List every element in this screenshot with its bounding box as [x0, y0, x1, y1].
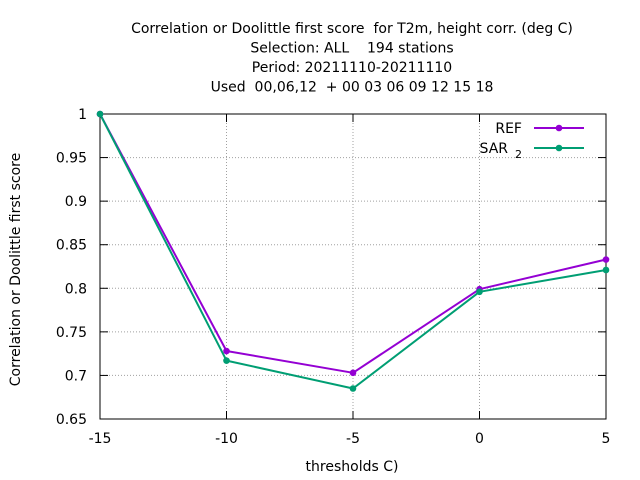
x-tick-label: -5	[346, 431, 360, 447]
x-tick-label: -15	[89, 431, 112, 447]
legend-label-subscript: 2	[515, 148, 522, 161]
x-axis-label: thresholds C)	[306, 459, 399, 475]
y-tick-label: 0.7	[65, 368, 87, 384]
data-point-sar	[96, 110, 104, 118]
data-point-sar	[223, 357, 230, 364]
y-tick-label: 0.9	[65, 194, 87, 210]
legend: REF SAR 2	[480, 121, 584, 161]
y-tick-label: 0.75	[56, 325, 87, 341]
series-line-sar	[99, 113, 607, 390]
legend-label: REF	[495, 121, 522, 137]
chart-title-line: Correlation or Doolittle first score for…	[131, 21, 573, 37]
x-tick-label: 5	[602, 431, 611, 447]
y-axis-label: Correlation or Doolittle first score	[8, 153, 24, 386]
chart-title-block: Correlation or Doolittle first score for…	[131, 21, 573, 96]
y-tick-label: 0.95	[56, 151, 87, 167]
y-tick-label: 0.8	[65, 281, 87, 297]
data-point-sar	[349, 385, 357, 392]
series-layer	[96, 110, 610, 392]
data-point-sar	[602, 266, 610, 274]
data-point-ref	[349, 369, 357, 377]
legend-swatch-marker	[555, 124, 563, 132]
data-point-ref	[223, 347, 230, 355]
x-tick-label: 0	[475, 431, 484, 447]
legend-label: SAR	[480, 141, 509, 157]
data-point-sar	[476, 288, 483, 296]
legend-swatch-marker	[555, 144, 563, 152]
axis-ticks: 0.65 0.7 0.75 0.8 0.85 0.9 0.95 1 -15 -10 -5 0 5	[56, 107, 611, 447]
chart-title-line: Selection: ALL 194 stations	[250, 41, 453, 57]
y-tick-label: 1	[78, 107, 87, 123]
y-tick-label: 0.65	[56, 412, 87, 428]
chart-title-line: Period: 20211110-20211110	[252, 60, 452, 76]
y-tick-label: 0.85	[56, 238, 87, 254]
chart-title-line: Used 00,06,12 + 00 03 06 09 12 15 18	[211, 80, 494, 96]
x-tick-label: -10	[215, 431, 238, 447]
data-point-ref	[602, 256, 610, 263]
